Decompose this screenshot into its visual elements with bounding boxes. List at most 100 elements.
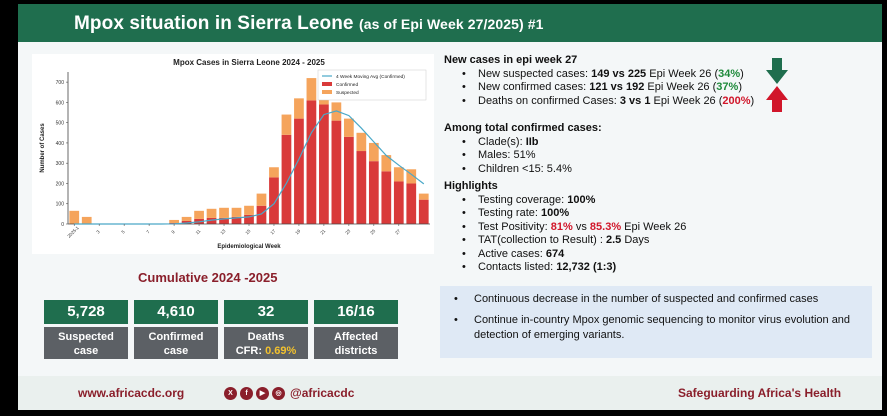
list-item: New suspected cases: 149 vs 225 Epi Week… [444, 68, 754, 82]
bar-confirmed [331, 120, 342, 224]
cfr-label: CFR: [235, 345, 266, 357]
bar-suspected [306, 78, 317, 101]
legend-swatch [322, 82, 332, 86]
bar-suspected [219, 207, 229, 218]
item-text: ) [740, 68, 744, 80]
list-item: Testing rate: 100% [444, 207, 686, 221]
stat-value: 5,728 [44, 300, 128, 324]
item-value: 85.3% [589, 220, 622, 233]
instagram-icon[interactable]: ◎ [272, 386, 285, 400]
item-value: 100% [567, 194, 596, 206]
bar-confirmed [281, 134, 292, 224]
bar-confirmed [306, 100, 317, 224]
item-value: 100% [540, 207, 570, 220]
item-text: Epi Week 26 [621, 220, 687, 233]
list-item: Active cases: 674 [444, 247, 686, 262]
youtube-icon[interactable]: ▶ [256, 386, 269, 400]
bar-suspected [81, 216, 92, 224]
bar-suspected [231, 207, 242, 217]
list-item: New confirmed cases: 121 vs 192 Epi Week… [444, 81, 754, 95]
x-icon[interactable]: X [224, 386, 237, 400]
item-percent: 34% [718, 68, 741, 80]
stat-districts: 16/16 Affected districts [314, 300, 398, 359]
item-text: New confirmed cases: [478, 81, 590, 94]
stat-label-line2: CFR: 0.69% [224, 344, 308, 358]
bar-confirmed [219, 217, 229, 224]
stat-label-line1: Affected [333, 331, 378, 343]
stat-label-line1: Suspected [58, 331, 114, 343]
arrow-down-icon [766, 58, 788, 84]
website-link[interactable]: www.africacdc.org [78, 386, 185, 400]
bar-confirmed [256, 205, 267, 224]
bar-suspected [356, 132, 367, 152]
y-tick-label: 700 [56, 80, 65, 86]
list-item: Clade(s): IIb [444, 136, 602, 150]
list-item: Children <15: 5.4% [444, 162, 602, 177]
legend-label: Confirmed [336, 82, 358, 88]
y-tick-label: 600 [56, 100, 65, 106]
stat-value: 16/16 [314, 300, 398, 324]
legend-label: Suspected [336, 90, 359, 96]
item-text: Testing rate: [478, 207, 541, 220]
item-text: Children <15: 5.4% [478, 162, 572, 175]
bar-confirmed [406, 183, 417, 224]
list-item: Continuous decrease in the number of sus… [440, 292, 872, 307]
social-links: X f ▶ ◎ @africacdc [224, 385, 354, 401]
stat-label: Suspected case [44, 327, 128, 359]
facebook-icon[interactable]: f [240, 386, 253, 400]
cases-chart: Mpox Cases in Sierra Leone 2024 - 2025 0 1… [40, 58, 430, 250]
stat-deaths: 32 Deaths CFR: 0.69% [224, 300, 308, 359]
y-tick-label: 400 [56, 141, 65, 147]
new-cases-section: New cases in epi week 27 New suspected c… [444, 54, 754, 109]
item-text: ) [738, 81, 742, 94]
x-tick-label: 5 [120, 229, 126, 235]
bar-suspected [381, 155, 392, 172]
x-tick-label: 9 [170, 229, 176, 235]
cumulative-title: Cumulative 2024 -2025 [138, 270, 278, 285]
chart-container: Mpox Cases in Sierra Leone 2024 - 2025 0 1… [32, 54, 434, 254]
slide: Mpox situation in Sierra Leone (as of Ep… [18, 4, 882, 410]
item-text: Test Positivity: [478, 220, 551, 233]
list-item: Test Positivity: 81% vs 85.3% Epi Week 2… [444, 220, 687, 235]
bar-confirmed [393, 181, 404, 224]
stat-label: Confirmed case [134, 327, 218, 359]
footer: www.africacdc.org X f ▶ ◎ @africacdc Saf… [18, 376, 882, 410]
item-percent: 200% [722, 94, 751, 107]
section-title: Among total confirmed cases: [444, 122, 602, 134]
stat-label-line1: Deaths [247, 331, 285, 343]
item-text: Testing coverage: [478, 194, 568, 206]
x-tick-label: 11 [195, 228, 202, 235]
stat-value: 4,610 [134, 300, 218, 324]
item-value: 674 [545, 247, 565, 260]
item-text: Contacts listed: [478, 261, 557, 274]
x-tick-label: 23 [344, 228, 351, 235]
list-item: Males: 51% [444, 149, 602, 163]
bar-confirmed [269, 177, 279, 224]
stat-label: Affected districts [314, 327, 398, 359]
cfr-value: 0.69% [265, 345, 297, 357]
bar-suspected [269, 167, 279, 178]
highlights-section: Highlights Testing coverage: 100% Testin… [444, 180, 687, 275]
bar-suspected [256, 193, 267, 206]
item-text: Males: 51% [478, 149, 536, 162]
bar-confirmed [356, 151, 367, 224]
bar-suspected [343, 118, 354, 137]
x-tick-label: 2025-1 [66, 225, 80, 239]
bar-suspected [194, 210, 204, 219]
x-axis-label: Epidemiological Week [217, 244, 281, 250]
y-tick-label: 0 [61, 222, 64, 228]
y-tick-label: 100 [56, 202, 65, 208]
legend-label: 4 Week Moving Avg (Confirmed) [336, 74, 405, 80]
section-title: Highlights [444, 180, 498, 192]
item-text: Deaths on confirmed Cases: [478, 94, 620, 107]
item-text: Epi Week 26 ( [644, 81, 717, 94]
item-text: TAT(collection to Result) : [478, 234, 606, 247]
stat-label: Deaths CFR: 0.69% [224, 327, 308, 359]
x-tick-label: 3 [95, 229, 101, 235]
bar-confirmed [319, 104, 329, 224]
bar-suspected [169, 219, 179, 223]
bar-suspected [393, 167, 404, 182]
bar-confirmed [418, 199, 429, 224]
bar-suspected [69, 210, 80, 224]
bar-suspected [406, 169, 417, 184]
